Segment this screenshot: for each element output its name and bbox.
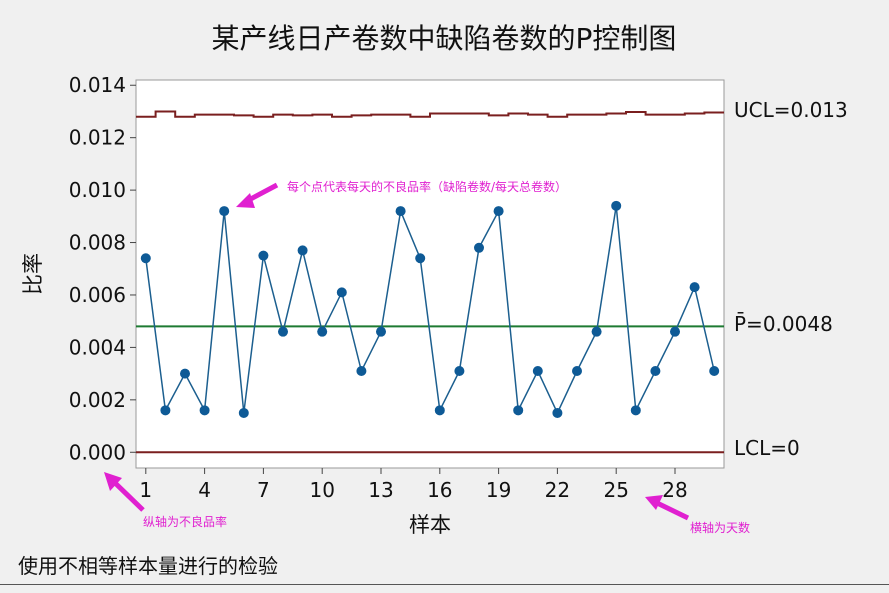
series-line <box>145 205 715 415</box>
annotation-y-note: 纵轴为不良品率 <box>104 472 227 529</box>
point-note-text: 每个点代表每天的不良品率（缺陷卷数/每天总卷数） <box>287 179 567 194</box>
data-point <box>434 405 445 416</box>
y-note-arrow <box>110 478 145 512</box>
data-point <box>552 407 563 418</box>
data-point <box>415 253 426 264</box>
y-tick-label: 0.008 <box>69 231 126 255</box>
y-tick-label: 0.002 <box>69 388 126 412</box>
x-tick-label: 4 <box>198 478 211 502</box>
plot-area <box>135 79 725 469</box>
x-tick-label: 1 <box>139 478 152 502</box>
bottom-divider <box>0 584 889 585</box>
y-note-arrowhead <box>104 472 122 491</box>
data-point <box>572 366 582 376</box>
data-point <box>395 206 406 217</box>
footnote: 使用不相等样本量进行的检验 <box>18 554 278 578</box>
x-note-arrowhead <box>645 495 663 510</box>
data-point <box>532 366 543 376</box>
x-tick-label: 25 <box>603 478 628 502</box>
data-point <box>258 250 269 261</box>
y-axis-label: 比率 <box>21 253 45 295</box>
lcl-label: LCL=0 <box>734 436 800 460</box>
data-point <box>650 366 661 376</box>
data-point <box>513 405 524 416</box>
control-limits <box>136 110 724 454</box>
y-tick-label: 0.004 <box>69 335 126 359</box>
y-tick-label: 0.000 <box>69 440 126 464</box>
x-note-text: 横轴为天数 <box>690 520 750 535</box>
data-point <box>336 287 347 298</box>
data-point <box>199 405 210 416</box>
x-axis-label: 样本 <box>409 513 451 537</box>
x-note-arrow <box>653 499 690 521</box>
x-tick-label: 28 <box>662 478 687 502</box>
data-point <box>160 405 171 416</box>
center-label: P̄=0.0048 <box>734 311 833 336</box>
annotation-point-note: 每个点代表每天的不良品率（缺陷卷数/每天总卷数） <box>236 179 567 208</box>
ucl-line <box>136 110 724 118</box>
chart-title: 某产线日产卷数中缺陷卷数的P控制图 <box>212 22 677 55</box>
data-point <box>180 368 190 379</box>
y-axis-ticks: 0.000 0.002 0.004 0.006 0.008 0.010 0.012 0.014 <box>69 73 136 464</box>
data-point <box>278 326 288 337</box>
y-note-text: 纵轴为不良品率 <box>143 514 227 529</box>
y-tick-label: 0.006 <box>69 283 126 307</box>
annotation-x-note: 横轴为天数 <box>645 495 750 535</box>
data-point <box>611 200 622 211</box>
data-point <box>454 366 465 376</box>
data-point <box>630 405 641 416</box>
data-point <box>317 326 328 337</box>
data-point <box>140 253 151 264</box>
ucl-label: UCL=0.013 <box>734 98 848 122</box>
data-point <box>297 245 308 256</box>
data-point <box>219 206 230 217</box>
x-tick-label: 13 <box>368 478 393 502</box>
data-point <box>493 206 504 217</box>
x-tick-label: 22 <box>545 478 570 502</box>
x-axis-ticks: 1 4 7 10 13 16 19 22 25 28 <box>139 468 688 502</box>
data-point <box>709 366 720 376</box>
y-tick-label: 0.010 <box>69 178 126 202</box>
data-point <box>376 326 386 337</box>
x-tick-label: 19 <box>486 478 511 502</box>
data-series <box>140 200 720 418</box>
y-tick-label: 0.012 <box>69 126 126 150</box>
data-point <box>670 326 680 337</box>
data-point <box>356 366 367 376</box>
x-tick-label: 16 <box>427 478 452 502</box>
data-point <box>689 282 700 293</box>
point-note-arrowhead <box>236 193 255 208</box>
data-point <box>591 326 602 337</box>
data-point <box>238 407 249 418</box>
x-tick-label: 10 <box>309 478 334 502</box>
y-tick-label: 0.014 <box>69 73 126 97</box>
x-tick-label: 7 <box>257 478 270 502</box>
data-point <box>474 242 484 253</box>
